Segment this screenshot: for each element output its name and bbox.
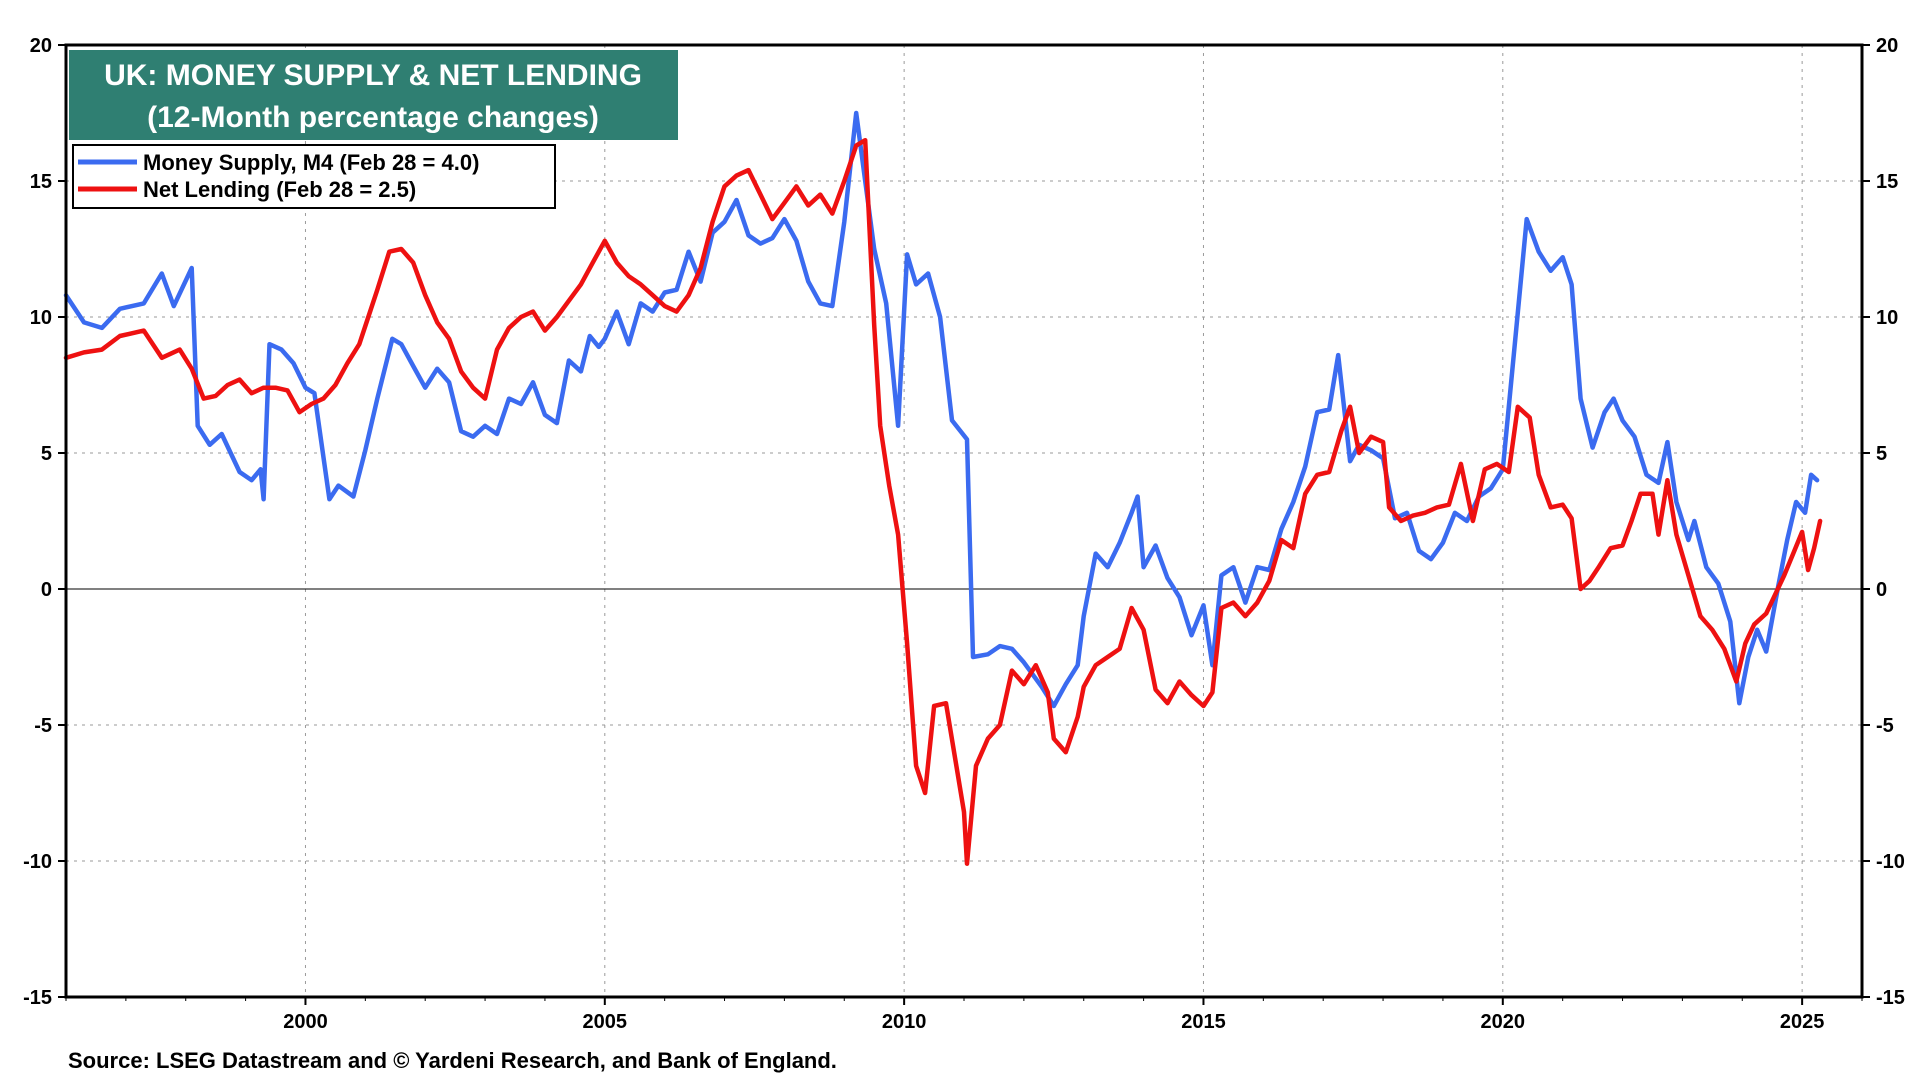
x-tick-label: 2025: [1780, 1011, 1825, 1033]
y-tick-label-left: -5: [34, 715, 52, 737]
y-tick-label-right: 15: [1876, 171, 1898, 193]
y-tick-label-left: 20: [30, 35, 52, 57]
x-tick-label: 2010: [882, 1011, 927, 1033]
legend-label-net-lending: Net Lending (Feb 28 = 2.5): [143, 177, 416, 202]
x-tick-label: 2000: [283, 1011, 328, 1033]
y-tick-label-left: 10: [30, 307, 52, 329]
chart-title: UK: MONEY SUPPLY & NET LENDING: [104, 59, 642, 92]
y-tick-label-left: 5: [41, 443, 52, 465]
money-supply-line: [63, 110, 1820, 709]
y-tick-label-right: 10: [1876, 307, 1898, 329]
legend-box: [72, 144, 556, 209]
y-tick-label-right: 5: [1876, 443, 1887, 465]
title-box: UK: MONEY SUPPLY & NET LENDING (12-Month…: [69, 50, 678, 140]
y-tick-label-right: -15: [1876, 987, 1905, 1009]
chart-subtitle: (12-Month percentage changes): [147, 101, 599, 134]
y-tick-label-right: 0: [1876, 579, 1887, 601]
y-tick-label-right: -10: [1876, 851, 1905, 873]
net-lending-line: [63, 137, 1823, 866]
legend-label-money-supply: Money Supply, M4 (Feb 28 = 4.0): [143, 150, 479, 175]
source-note: Source: LSEG Datastream and © Yardeni Re…: [68, 1048, 837, 1073]
y-tick-label-right: 20: [1876, 35, 1898, 57]
x-tick-label: 2005: [583, 1011, 628, 1033]
x-tick-label: 2020: [1481, 1011, 1526, 1033]
series-layer: [63, 110, 1823, 866]
title-background: [69, 50, 678, 140]
y-tick-label-left: -10: [23, 851, 52, 873]
legend: Money Supply, M4 (Feb 28 = 4.0) Net Lend…: [72, 144, 556, 209]
x-tick-label: 2015: [1181, 1011, 1226, 1033]
y-tick-label-left: 0: [41, 579, 52, 601]
grid: [66, 45, 1862, 997]
y-tick-label-left: -15: [23, 987, 52, 1009]
y-tick-label-right: -5: [1876, 715, 1894, 737]
y-tick-label-left: 15: [30, 171, 52, 193]
